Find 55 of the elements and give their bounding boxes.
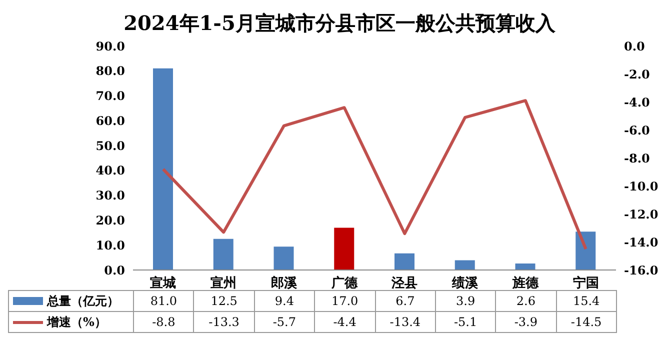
- y2-tick-label: -14.0: [624, 235, 658, 250]
- y-tick-label: 30.0: [96, 188, 125, 203]
- data-label: 9.4: [254, 290, 315, 312]
- x-tick-label: 宣州: [210, 275, 237, 292]
- y-tick-label: 90.0: [96, 39, 125, 54]
- y2-tick-label: -8.0: [624, 151, 650, 166]
- y2-tick-label: -2.0: [624, 67, 650, 82]
- line-series: [162, 99, 588, 250]
- y-tick-label: 50.0: [96, 138, 125, 153]
- y-tick-label: 20.0: [96, 213, 125, 228]
- y2-tick-label: 0.0: [624, 39, 645, 54]
- data-label: 81.0: [134, 290, 194, 312]
- bar: [515, 264, 536, 270]
- y2-tick-label: -4.0: [624, 95, 650, 110]
- bar: [576, 232, 596, 270]
- data-label: -14.5: [556, 312, 616, 332]
- data-label: -13.4: [375, 312, 436, 332]
- bar: [334, 228, 354, 270]
- x-tick-label: 宣城: [150, 275, 176, 292]
- data-label: -4.4: [314, 312, 375, 332]
- y-tick-label: 10.0: [96, 238, 125, 252]
- data-label: 6.7: [375, 290, 436, 312]
- x-tick-label: 泾县: [390, 276, 418, 292]
- data-label: 2.6: [496, 290, 556, 312]
- y2-tick-label: -10.0: [624, 179, 658, 194]
- x-tick-label: 旌德: [511, 275, 540, 292]
- bar: [394, 253, 414, 270]
- y-tick-label: 80.0: [96, 64, 125, 78]
- bar: [213, 238, 234, 270]
- y2-tick-label: -16.0: [624, 263, 658, 278]
- bar: [454, 260, 475, 270]
- chart-title: 2024年1-5月宣城市分县市区一般公共预算收入: [122, 10, 556, 37]
- y-tick-label: 60.0: [96, 114, 125, 128]
- data-label: -13.3: [194, 312, 254, 332]
- bar: [153, 68, 173, 270]
- data-label: -3.9: [496, 312, 556, 332]
- x-tick-label: 绩溪: [451, 276, 480, 292]
- data-label: 12.5: [194, 290, 254, 312]
- legend-label: 增速（%）: [47, 314, 106, 328]
- bar: [274, 246, 294, 270]
- y2-tick-label: -6.0: [624, 123, 650, 138]
- data-label: -8.8: [134, 312, 194, 332]
- data-label: -5.1: [435, 312, 496, 332]
- y2-tick-label: -12.0: [624, 207, 658, 222]
- y-tick-label: 40.0: [96, 164, 125, 178]
- y-tick-label: 70.0: [96, 89, 125, 104]
- data-label: 17.0: [314, 290, 375, 312]
- data-label: -5.7: [254, 312, 315, 332]
- data-label: 15.4: [556, 290, 616, 312]
- x-tick-label: 宁国: [572, 275, 599, 292]
- y-tick-label: 0.0: [104, 263, 125, 278]
- data-label: 3.9: [435, 290, 496, 312]
- x-tick-label: 郎溪: [270, 275, 298, 292]
- legend-label: 总量（亿元）: [47, 294, 119, 308]
- x-tick-label: 广德: [330, 275, 358, 292]
